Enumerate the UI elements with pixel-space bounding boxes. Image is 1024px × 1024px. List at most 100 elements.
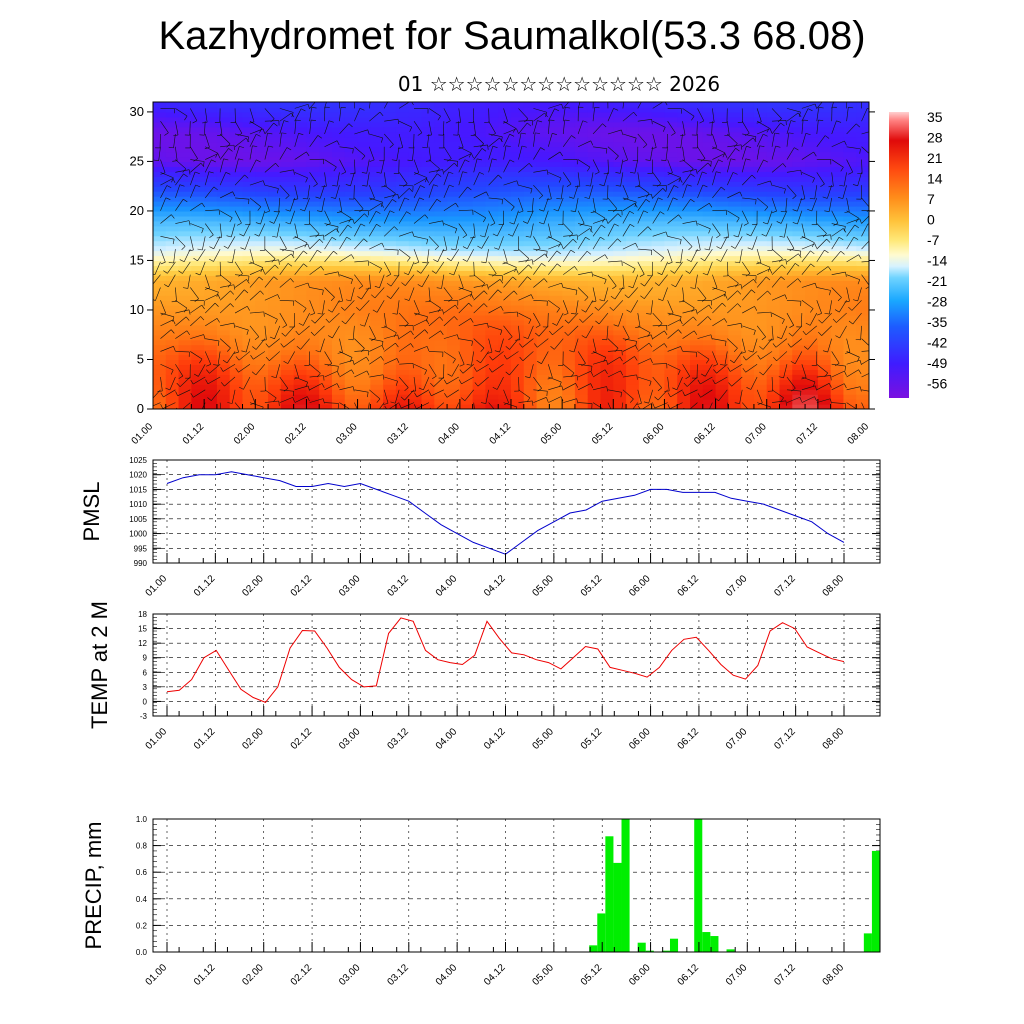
heatmap-cell — [216, 404, 231, 409]
heatmap-cell — [165, 324, 180, 331]
heatmap-cell — [165, 235, 180, 242]
heatmap-cell — [165, 344, 180, 351]
wind-barb-flag — [369, 159, 375, 162]
heatmap-cell — [511, 111, 525, 118]
heatmap-cell — [204, 344, 218, 351]
wind-barb-flag — [604, 254, 608, 259]
heatmap-cell — [472, 260, 487, 267]
wind-barb — [160, 346, 174, 352]
wind-barb — [309, 234, 324, 237]
wind-barb — [160, 236, 175, 240]
heatmap-cell — [715, 364, 729, 370]
heatmap-cell — [523, 295, 538, 301]
heatmap-cell — [638, 151, 653, 158]
heatmap-cell — [293, 225, 308, 232]
wind-barb-flag — [352, 386, 355, 392]
heatmap-cell — [370, 354, 384, 361]
wind-barb-flag — [190, 379, 194, 385]
heatmap-cell — [523, 399, 538, 405]
heatmap-cell — [817, 260, 832, 267]
heatmap-cell — [766, 379, 781, 385]
wind-barb-flag — [601, 224, 606, 229]
heatmap-cell — [447, 116, 461, 123]
heatmap-cell — [728, 300, 742, 306]
heatmap-cell — [574, 230, 589, 237]
heatmap-cell — [332, 339, 346, 346]
wind-barb — [235, 197, 250, 200]
heatmap-cell — [421, 245, 435, 252]
heatmap-cell — [395, 369, 410, 375]
heatmap-cell — [600, 131, 614, 138]
heatmap-cell — [830, 245, 845, 252]
heatmap-cell — [332, 151, 346, 158]
heatmap-cell — [447, 324, 461, 331]
wind-barb — [443, 351, 456, 360]
heatmap-cell — [792, 334, 806, 341]
heatmap-cell — [766, 334, 781, 341]
heatmap-cell — [638, 379, 653, 385]
heatmap-cell — [613, 235, 627, 242]
heatmap-cell — [216, 349, 231, 356]
heatmap-cell — [421, 265, 435, 271]
wind-barb — [264, 259, 279, 263]
wind-barb — [592, 254, 606, 263]
heatmap-cell — [511, 354, 525, 361]
wind-barb — [473, 210, 486, 219]
heatmap-cell — [204, 230, 218, 237]
wind-barb — [592, 338, 597, 353]
heatmap-cell — [395, 141, 410, 148]
wind-barb-flag — [227, 261, 233, 264]
heatmap-cell — [268, 230, 282, 237]
heatmap-cell — [370, 394, 384, 400]
wind-barb-flag — [505, 371, 510, 376]
heatmap-cell — [817, 186, 832, 192]
heatmap-cell — [370, 250, 384, 257]
heatmap-cell — [153, 220, 167, 227]
heatmap-cell — [766, 324, 781, 331]
wind-barb — [614, 287, 624, 300]
heatmap-cell — [421, 305, 435, 311]
heatmap-cell — [792, 220, 806, 227]
wind-barb — [488, 137, 500, 148]
heatmap-cell — [856, 146, 869, 153]
heatmap-cell — [715, 314, 729, 321]
heatmap-cell — [766, 225, 781, 232]
heatmap-cell — [817, 349, 832, 356]
heatmap-cell — [357, 116, 371, 123]
heatmap-cell — [677, 156, 691, 163]
wind-barb-flag — [619, 356, 623, 362]
heatmap-cell — [485, 210, 499, 217]
wind-barb — [175, 198, 184, 211]
heatmap-cell — [344, 201, 359, 207]
wind-barb — [249, 311, 264, 314]
heatmap-cell — [562, 106, 576, 113]
heatmap-cell — [690, 235, 704, 242]
heatmap-cell — [485, 374, 499, 380]
wind-barb — [577, 237, 586, 250]
heatmap-cell — [165, 186, 180, 192]
heatmap-cell — [843, 290, 857, 296]
wind-barb-flag — [442, 309, 445, 315]
heatmap-cell — [229, 379, 244, 385]
heatmap-cell — [357, 166, 371, 172]
wind-barb — [324, 351, 333, 364]
wind-barb — [562, 249, 572, 263]
heatmap-cell — [459, 265, 474, 271]
heatmap-cell — [383, 186, 397, 192]
heatmap-cell — [651, 121, 666, 128]
heatmap-cell — [370, 181, 384, 187]
wind-barb — [503, 145, 507, 160]
heatmap-cell — [574, 136, 589, 143]
heatmap-cell — [805, 364, 819, 370]
heatmap-cell — [523, 176, 538, 182]
heatmap-cell — [255, 250, 269, 257]
heatmap-cell — [728, 166, 742, 172]
heatmap-cell — [766, 205, 781, 212]
wind-barb — [199, 261, 206, 276]
heatmap-cell — [638, 339, 653, 346]
heatmap-cell — [408, 186, 423, 192]
wind-barb — [294, 151, 307, 160]
heatmap-cell — [715, 191, 729, 197]
heatmap-cell — [715, 275, 729, 281]
heatmap-cell — [472, 141, 487, 148]
